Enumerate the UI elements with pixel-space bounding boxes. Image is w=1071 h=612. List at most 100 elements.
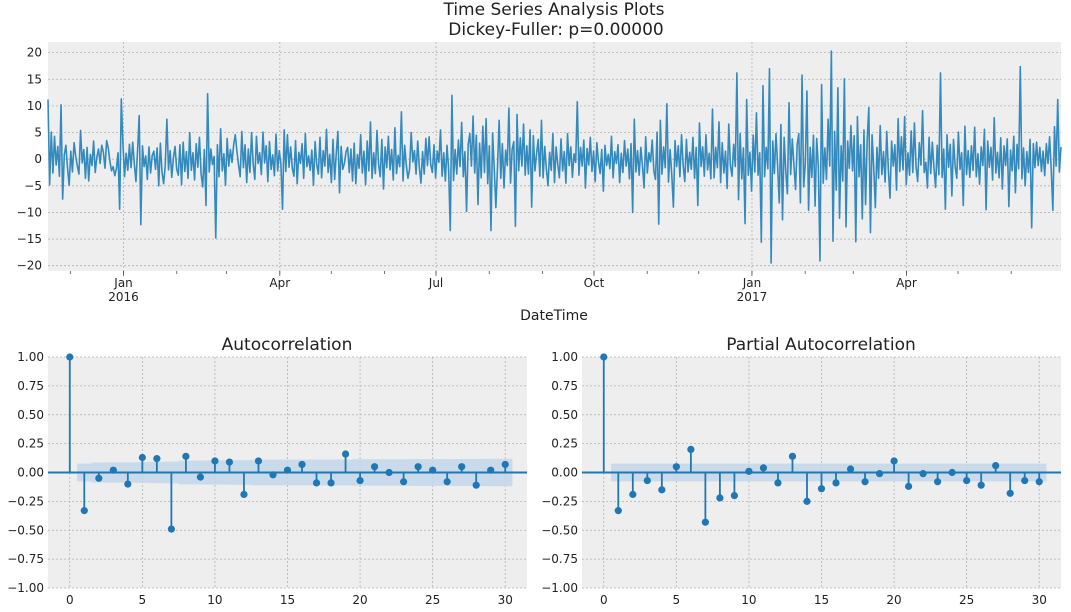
pacf-marker <box>745 467 753 475</box>
pacf-y-tick-label: 0.25 <box>551 437 578 451</box>
acf-y-tick-label: −0.25 <box>7 494 44 508</box>
pacf-y-tick-label: 1.00 <box>551 350 578 364</box>
ts-series-line <box>47 50 1062 264</box>
acf-marker <box>501 460 509 469</box>
acf-marker <box>327 479 335 487</box>
acf-marker <box>458 463 466 471</box>
acf-x-tick-label: 20 <box>352 593 367 607</box>
pacf-marker <box>992 461 1000 470</box>
acf-marker <box>66 353 74 361</box>
acf-x-tick-label: 5 <box>139 593 147 607</box>
acf-marker <box>153 455 161 463</box>
pacf-marker <box>963 476 971 485</box>
acf-marker <box>196 473 205 481</box>
pacf-y-tick-label: −0.25 <box>541 494 578 508</box>
pacf-marker <box>643 476 651 485</box>
acf-x-tick-label: 15 <box>280 593 295 607</box>
pacf-marker <box>977 481 985 489</box>
acf-marker <box>400 478 408 486</box>
pacf-marker <box>846 465 855 473</box>
pacf-x-tick-label: 5 <box>673 593 681 607</box>
acf-marker <box>109 466 117 474</box>
acf-marker <box>429 466 437 474</box>
ts-x-tick-label: Oct <box>584 276 605 290</box>
acf-marker <box>80 507 88 515</box>
ts-x-tick-label: Jul <box>428 276 443 290</box>
ts-y-tick-label: −5 <box>24 179 42 193</box>
pacf-x-tick-label: 15 <box>814 593 829 607</box>
acf-y-tick-label: −0.75 <box>7 552 44 566</box>
acf-grid <box>48 356 527 589</box>
pacf-y-tick-label: 0.00 <box>551 466 578 480</box>
pacf-marker <box>875 470 884 478</box>
acf-marker <box>298 460 306 469</box>
acf-marker <box>385 468 393 477</box>
pacf-marker <box>614 507 622 515</box>
acf-marker <box>487 466 495 474</box>
acf-y-tick-label: −1.00 <box>7 581 44 595</box>
pacf-title: Partial Autocorrelation <box>726 335 916 355</box>
pacf-x-tick-label: 0 <box>600 593 608 607</box>
acf-title: Autocorrelation <box>222 335 353 355</box>
pacf-marker <box>701 518 709 526</box>
ts-y-tick-label: 15 <box>27 72 42 86</box>
acf-x-tick-label: 25 <box>425 593 440 607</box>
ts-x-tick-label: Apr <box>896 276 917 290</box>
pacf-marker <box>716 494 724 502</box>
acf-y-tick-label: 0.00 <box>17 466 44 480</box>
ts-y-tick-label: 5 <box>34 126 42 140</box>
acf-marker <box>269 471 277 479</box>
pacf-marker <box>817 485 826 493</box>
pacf-marker <box>687 445 695 453</box>
ts-x-tick-label: Jan <box>742 276 762 290</box>
pacf-x-tick-label: 10 <box>741 593 756 607</box>
pacf-marker <box>1006 489 1014 497</box>
acf-marker <box>240 490 248 499</box>
pacf-x-tick-label: 30 <box>1032 593 1047 607</box>
acf-y-tick-label: 1.00 <box>17 350 44 364</box>
acf-y-tick-label: 0.25 <box>17 437 44 451</box>
figure-subtitle: Dickey-Fuller: p=0.00000 <box>448 20 663 40</box>
pacf-x-tick-label: 20 <box>886 593 901 607</box>
figure-title: Time Series Analysis Plots <box>442 0 664 20</box>
ts-y-tick-label: 20 <box>27 46 42 60</box>
acf-marker <box>254 457 263 465</box>
acf-marker <box>370 463 379 471</box>
pacf-marker <box>600 353 608 361</box>
acf-x-tick-label: 0 <box>66 593 74 607</box>
ts-series-group <box>47 50 1062 264</box>
pacf-y-axis: −1.00 −0.75 −0.50 −0.25 0.00 0.25 0.50 0.75 1.00 <box>541 350 578 595</box>
acf-y-tick-label: −0.50 <box>7 523 44 537</box>
acf-x-tick-label: 10 <box>207 593 222 607</box>
ts-y-tick-label: −20 <box>17 259 42 273</box>
acf-marker <box>414 463 422 471</box>
ts-x-tick-year-label: 2017 <box>737 290 768 304</box>
pacf-marker <box>730 492 739 500</box>
pacf-marker <box>832 479 840 487</box>
pacf-marker <box>788 452 797 460</box>
acf-marker <box>312 479 321 487</box>
acf-marker <box>95 474 103 482</box>
pacf-y-tick-label: −1.00 <box>541 581 578 595</box>
pacf-y-tick-label: −0.75 <box>541 552 578 566</box>
ts-y-axis: −20 −15 −10 −5 0 5 10 15 20 <box>17 46 42 273</box>
pacf-marker <box>759 464 768 472</box>
ts-x-axis-label: DateTime <box>520 308 588 324</box>
ts-y-tick-label: −10 <box>17 205 42 219</box>
pacf-marker <box>934 478 942 486</box>
acf-x-axis: 0 5 10 15 20 25 30 <box>66 593 513 607</box>
pacf-stems <box>582 353 1061 526</box>
acf-y-tick-label: 0.75 <box>17 379 44 393</box>
ts-x-tick-label: Jan <box>113 276 133 290</box>
acf-stems <box>48 353 527 533</box>
acf-marker <box>211 457 219 465</box>
pacf-marker <box>1035 478 1043 486</box>
pacf-grid <box>582 356 1061 589</box>
acf-marker <box>472 481 480 489</box>
pacf-marker <box>672 463 680 471</box>
pacf-marker <box>861 478 869 486</box>
acf-marker <box>341 450 350 458</box>
acf-x-tick-label: 30 <box>498 593 513 607</box>
